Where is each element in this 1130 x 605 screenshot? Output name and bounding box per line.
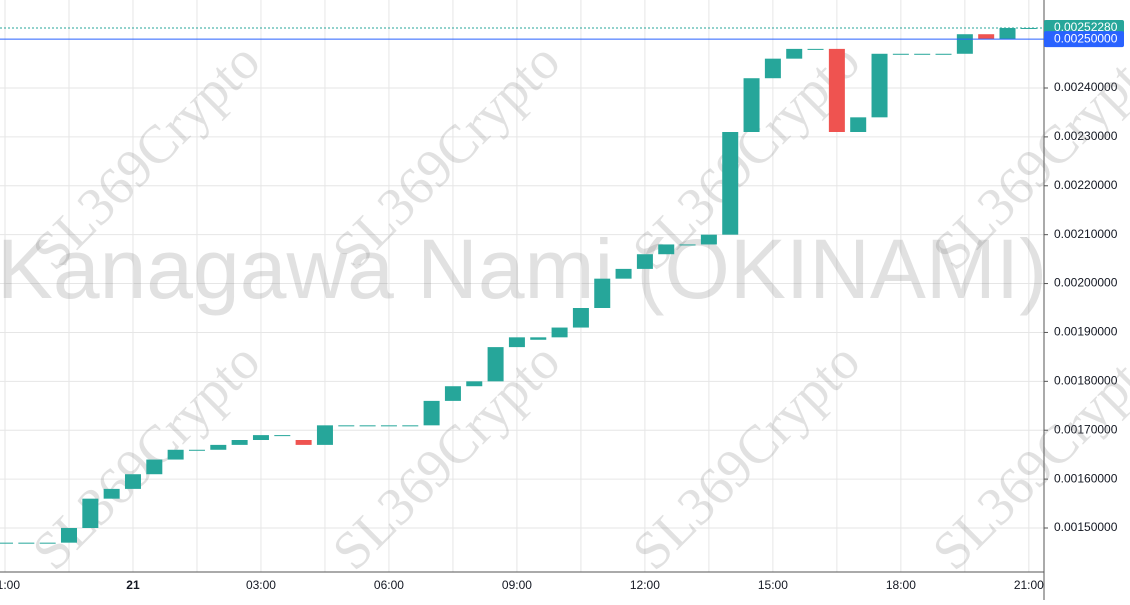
x-tick-label: 06:00: [374, 578, 404, 592]
candle-body: [978, 34, 995, 40]
x-tick-label: 21:00: [0, 578, 20, 592]
y-tick-label: 0.00190000: [1054, 325, 1118, 339]
price-label: 0.00250000: [1054, 31, 1118, 45]
candle-body: [359, 425, 376, 427]
candle-body: [18, 542, 35, 544]
candle-body: [252, 435, 269, 440]
y-tick-label: 0.00170000: [1054, 422, 1118, 436]
x-tick-label: 21: [126, 578, 140, 592]
candle-body: [999, 27, 1016, 40]
candle-body: [935, 53, 952, 55]
y-tick-label: 0.00210000: [1054, 227, 1118, 241]
x-tick-label: 21:00: [1014, 578, 1044, 592]
candle-body: [103, 488, 120, 499]
y-tick-label: 0.00180000: [1054, 374, 1118, 388]
candle-body: [914, 53, 931, 55]
candle-body: [487, 347, 504, 382]
candle-body: [828, 48, 845, 133]
candle-body: [146, 459, 163, 475]
candle-body: [572, 308, 589, 328]
candle-body: [124, 474, 141, 489]
candle-body: [444, 386, 461, 401]
y-tick-label: 0.00220000: [1054, 178, 1118, 192]
y-tick-label: 0.00200000: [1054, 276, 1118, 290]
candle-body: [551, 327, 568, 338]
y-tick-label: 0.00240000: [1054, 80, 1118, 94]
candle-body: [0, 542, 13, 544]
candle-body: [807, 48, 824, 50]
overlay-watermark: SL369Crypto: [21, 331, 271, 581]
price-label: 0.00252280: [1054, 20, 1118, 34]
x-tick-label: 18:00: [886, 578, 916, 592]
overlay-watermark: SL369Crypto: [921, 331, 1130, 581]
candle-body: [316, 425, 333, 445]
price-label-box: [1044, 31, 1124, 48]
overlay-watermark: SL369Crypto: [321, 331, 571, 581]
candle-body: [658, 244, 675, 255]
watermark: Kanagawa Nami (OKINAMI): [0, 222, 1047, 316]
x-tick-label: 03:00: [246, 578, 276, 592]
x-tick-label: 09:00: [502, 578, 532, 592]
candle-body: [210, 444, 227, 450]
candle-body: [786, 48, 803, 59]
candle-body: [594, 278, 611, 308]
x-tick-label: 12:00: [630, 578, 660, 592]
candle-body: [700, 234, 717, 245]
candle-body: [466, 381, 483, 387]
candle-body: [636, 254, 653, 269]
candle-body: [295, 440, 312, 445]
y-tick-label: 0.00160000: [1054, 471, 1118, 485]
overlay-watermark: SL369Crypto: [621, 331, 871, 581]
candle-body: [380, 425, 397, 427]
candle-body: [274, 435, 291, 437]
candle-body: [167, 449, 184, 460]
candle-body: [530, 337, 547, 340]
candle-body: [892, 53, 909, 55]
candle-body: [850, 117, 867, 132]
candle-body: [188, 449, 205, 451]
y-tick-label: 0.00150000: [1054, 520, 1118, 534]
candle-body: [871, 53, 888, 118]
candle-body: [39, 542, 56, 544]
candle-body: [508, 337, 525, 348]
candle-body: [82, 498, 99, 528]
candle-body: [764, 58, 781, 79]
candle-body: [956, 34, 973, 54]
x-tick-label: 15:00: [758, 578, 788, 592]
candle-body: [402, 425, 419, 427]
y-tick-label: 0.00230000: [1054, 129, 1118, 143]
candle-body: [615, 268, 632, 279]
candle-body: [231, 440, 248, 445]
candle-body: [743, 78, 760, 132]
candle-body: [722, 132, 739, 235]
candle-body: [679, 244, 696, 246]
candle-body: [423, 400, 440, 426]
candle-body: [60, 528, 77, 543]
candle-body: [338, 425, 355, 427]
